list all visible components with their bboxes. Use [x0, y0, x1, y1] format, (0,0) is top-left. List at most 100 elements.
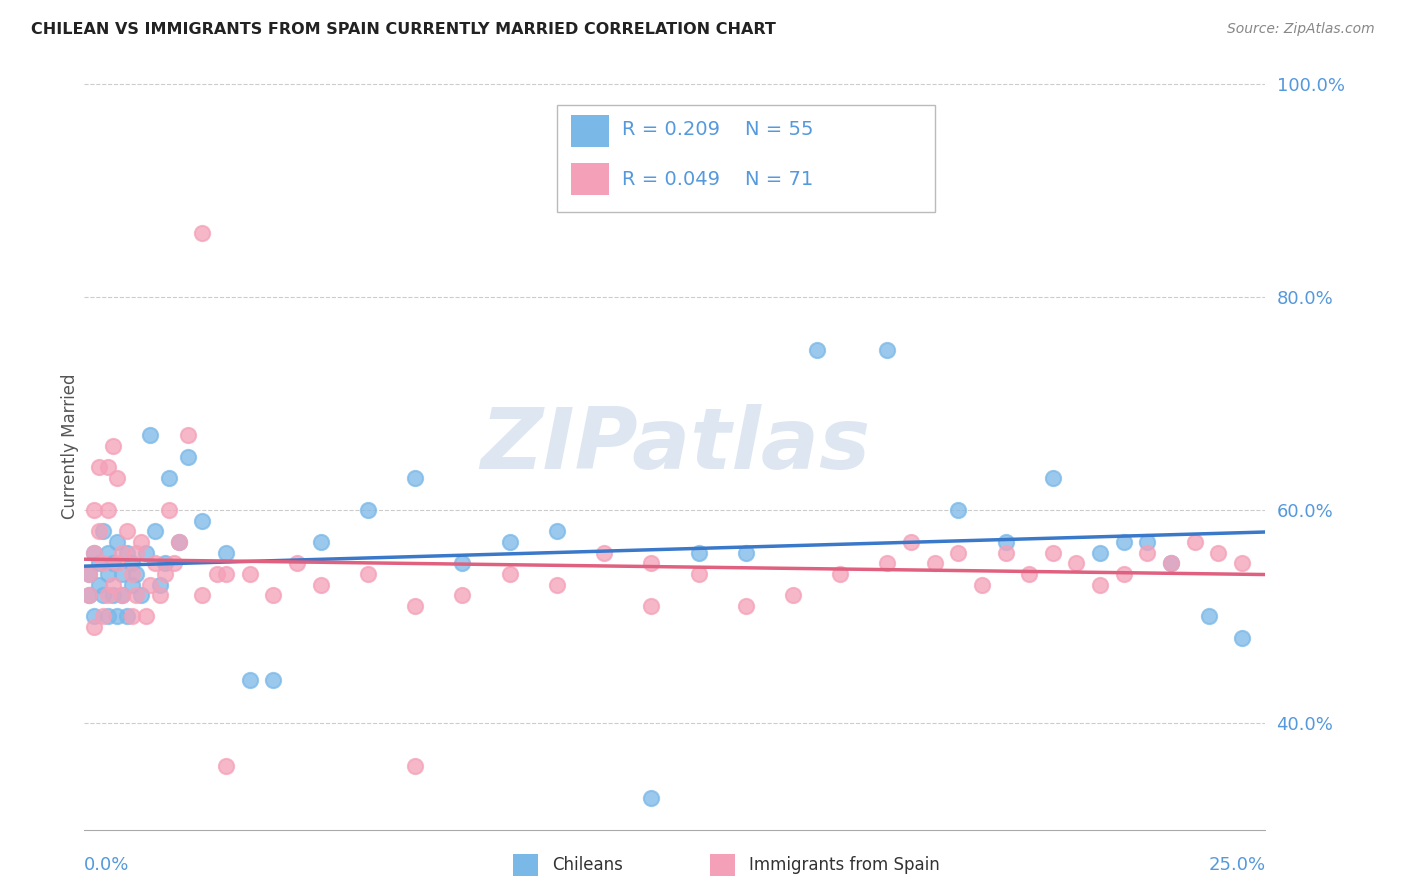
Point	[451, 588, 474, 602]
Point	[129, 535, 152, 549]
Point	[91, 588, 114, 602]
Point	[125, 566, 148, 581]
Point	[876, 556, 898, 570]
Point	[640, 790, 662, 805]
Point	[121, 577, 143, 591]
Point	[177, 450, 200, 464]
Point	[83, 609, 105, 624]
Point	[91, 524, 114, 539]
Point	[143, 524, 166, 539]
Point	[1206, 545, 1229, 559]
Point	[125, 588, 148, 602]
Point	[1018, 566, 1040, 581]
Point	[546, 577, 568, 591]
Point	[285, 556, 308, 570]
Point	[734, 545, 756, 559]
Point	[1066, 556, 1088, 570]
Point	[1136, 545, 1159, 559]
Point	[688, 566, 710, 581]
Point	[87, 524, 110, 539]
Point	[1136, 535, 1159, 549]
Point	[115, 609, 138, 624]
Point	[688, 545, 710, 559]
Text: 25.0%: 25.0%	[1208, 856, 1265, 874]
Point	[404, 599, 426, 613]
Point	[97, 545, 120, 559]
Point	[77, 588, 100, 602]
Point	[115, 524, 138, 539]
Point	[782, 588, 804, 602]
Point	[357, 566, 380, 581]
Point	[640, 556, 662, 570]
Point	[970, 577, 993, 591]
Point	[107, 471, 129, 485]
Text: Source: ZipAtlas.com: Source: ZipAtlas.com	[1227, 22, 1375, 37]
Point	[1088, 577, 1111, 591]
Point	[87, 577, 110, 591]
Point	[1112, 566, 1135, 581]
Point	[149, 588, 172, 602]
Point	[121, 566, 143, 581]
Point	[1042, 471, 1064, 485]
Point	[1042, 545, 1064, 559]
Point	[91, 609, 114, 624]
Point	[153, 556, 176, 570]
Point	[239, 566, 262, 581]
Point	[357, 503, 380, 517]
Point	[153, 566, 176, 581]
Point	[1160, 556, 1182, 570]
Point	[83, 503, 105, 517]
Point	[191, 588, 214, 602]
Point	[191, 226, 214, 240]
Point	[101, 577, 124, 591]
Point	[167, 535, 190, 549]
Point	[900, 535, 922, 549]
Point	[77, 588, 100, 602]
Point	[111, 566, 134, 581]
Text: Chileans: Chileans	[553, 855, 623, 874]
Point	[309, 535, 332, 549]
Point	[994, 535, 1017, 549]
Point	[77, 566, 100, 581]
Point	[215, 758, 238, 772]
Point	[215, 566, 238, 581]
Point	[107, 609, 129, 624]
Point	[83, 545, 105, 559]
Point	[77, 566, 100, 581]
Point	[309, 577, 332, 591]
Point	[135, 609, 157, 624]
Point	[262, 588, 284, 602]
Point	[163, 556, 186, 570]
Point	[924, 556, 946, 570]
Bar	[571, 163, 609, 195]
Point	[121, 556, 143, 570]
Point	[830, 566, 852, 581]
Point	[451, 556, 474, 570]
Point	[139, 577, 162, 591]
Point	[87, 556, 110, 570]
Point	[177, 428, 200, 442]
Text: CHILEAN VS IMMIGRANTS FROM SPAIN CURRENTLY MARRIED CORRELATION CHART: CHILEAN VS IMMIGRANTS FROM SPAIN CURRENT…	[31, 22, 776, 37]
Text: ZIPatlas: ZIPatlas	[479, 404, 870, 488]
Y-axis label: Currently Married: Currently Married	[62, 373, 80, 519]
Point	[107, 556, 129, 570]
Point	[157, 471, 180, 485]
Point	[593, 545, 616, 559]
Point	[97, 566, 120, 581]
Point	[404, 471, 426, 485]
Point	[1230, 631, 1253, 645]
Point	[191, 514, 214, 528]
Point	[149, 577, 172, 591]
Point	[121, 609, 143, 624]
Point	[101, 588, 124, 602]
Point	[1088, 545, 1111, 559]
Point	[1184, 535, 1206, 549]
Point	[143, 556, 166, 570]
Point	[1160, 556, 1182, 570]
Point	[115, 545, 138, 559]
Point	[91, 556, 114, 570]
Point	[129, 588, 152, 602]
Point	[1112, 535, 1135, 549]
Point	[498, 535, 520, 549]
Text: Immigrants from Spain: Immigrants from Spain	[749, 855, 941, 874]
